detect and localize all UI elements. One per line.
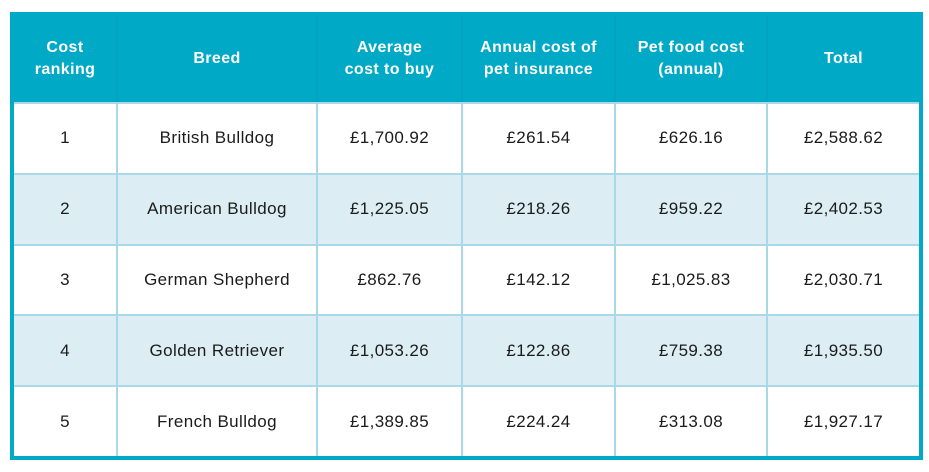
cell-cost-ranking: 3	[11, 243, 118, 317]
column-header-cost-ranking: Cost ranking	[12, 14, 117, 104]
cell-pet-food: £626.16	[614, 102, 768, 175]
cell-insurance: £224.24	[461, 385, 616, 459]
column-header-insurance: Annual cost of pet insurance	[461, 14, 615, 104]
cell-cost-ranking: 4	[11, 314, 118, 388]
table-row: 2 American Bulldog £1,225.05 £218.26 £95…	[11, 172, 922, 246]
dog-breed-cost-table: Cost ranking Breed Average cost to buy A…	[10, 12, 923, 460]
table-row: 1 British Bulldog £1,700.92 £261.54 £626…	[11, 102, 922, 175]
cell-insurance: £142.12	[461, 243, 616, 317]
header-row: Cost ranking Breed Average cost to buy A…	[12, 14, 921, 104]
table-row: 4 Golden Retriever £1,053.26 £122.86 £75…	[11, 314, 922, 388]
cell-cost-ranking: 2	[11, 172, 118, 246]
cell-breed: French Bulldog	[116, 385, 318, 459]
cell-pet-food: £759.38	[614, 314, 768, 388]
cell-insurance: £122.86	[461, 314, 616, 388]
cell-average-cost: £1,053.26	[316, 314, 463, 388]
cell-pet-food: £959.22	[614, 172, 768, 246]
cell-total: £1,927.17	[766, 385, 922, 459]
cell-breed: Golden Retriever	[116, 314, 318, 388]
cell-pet-food: £313.08	[614, 385, 768, 459]
cell-average-cost: £1,700.92	[316, 102, 463, 175]
cell-breed: British Bulldog	[116, 102, 318, 175]
cell-insurance: £261.54	[461, 102, 616, 175]
cell-average-cost: £1,389.85	[316, 385, 463, 459]
cell-total: £2,402.53	[766, 172, 922, 246]
cell-total: £2,030.71	[766, 243, 922, 317]
cell-insurance: £218.26	[461, 172, 616, 246]
cell-cost-ranking: 1	[11, 102, 118, 175]
cell-pet-food: £1,025.83	[614, 243, 768, 317]
column-header-breed: Breed	[116, 14, 317, 104]
cell-breed: German Shepherd	[116, 243, 318, 317]
table-row: 5 French Bulldog £1,389.85 £224.24 £313.…	[11, 385, 922, 459]
table-row: 3 German Shepherd £862.76 £142.12 £1,025…	[11, 243, 922, 317]
column-header-pet-food: Pet food cost (annual)	[614, 14, 767, 104]
cell-average-cost: £862.76	[316, 243, 463, 317]
cell-breed: American Bulldog	[116, 172, 318, 246]
column-header-average-cost: Average cost to buy	[316, 14, 462, 104]
cell-average-cost: £1,225.05	[316, 172, 463, 246]
cell-total: £1,935.50	[766, 314, 922, 388]
column-header-total: Total	[766, 14, 921, 104]
cell-total: £2,588.62	[766, 102, 922, 175]
cell-cost-ranking: 5	[11, 385, 118, 459]
